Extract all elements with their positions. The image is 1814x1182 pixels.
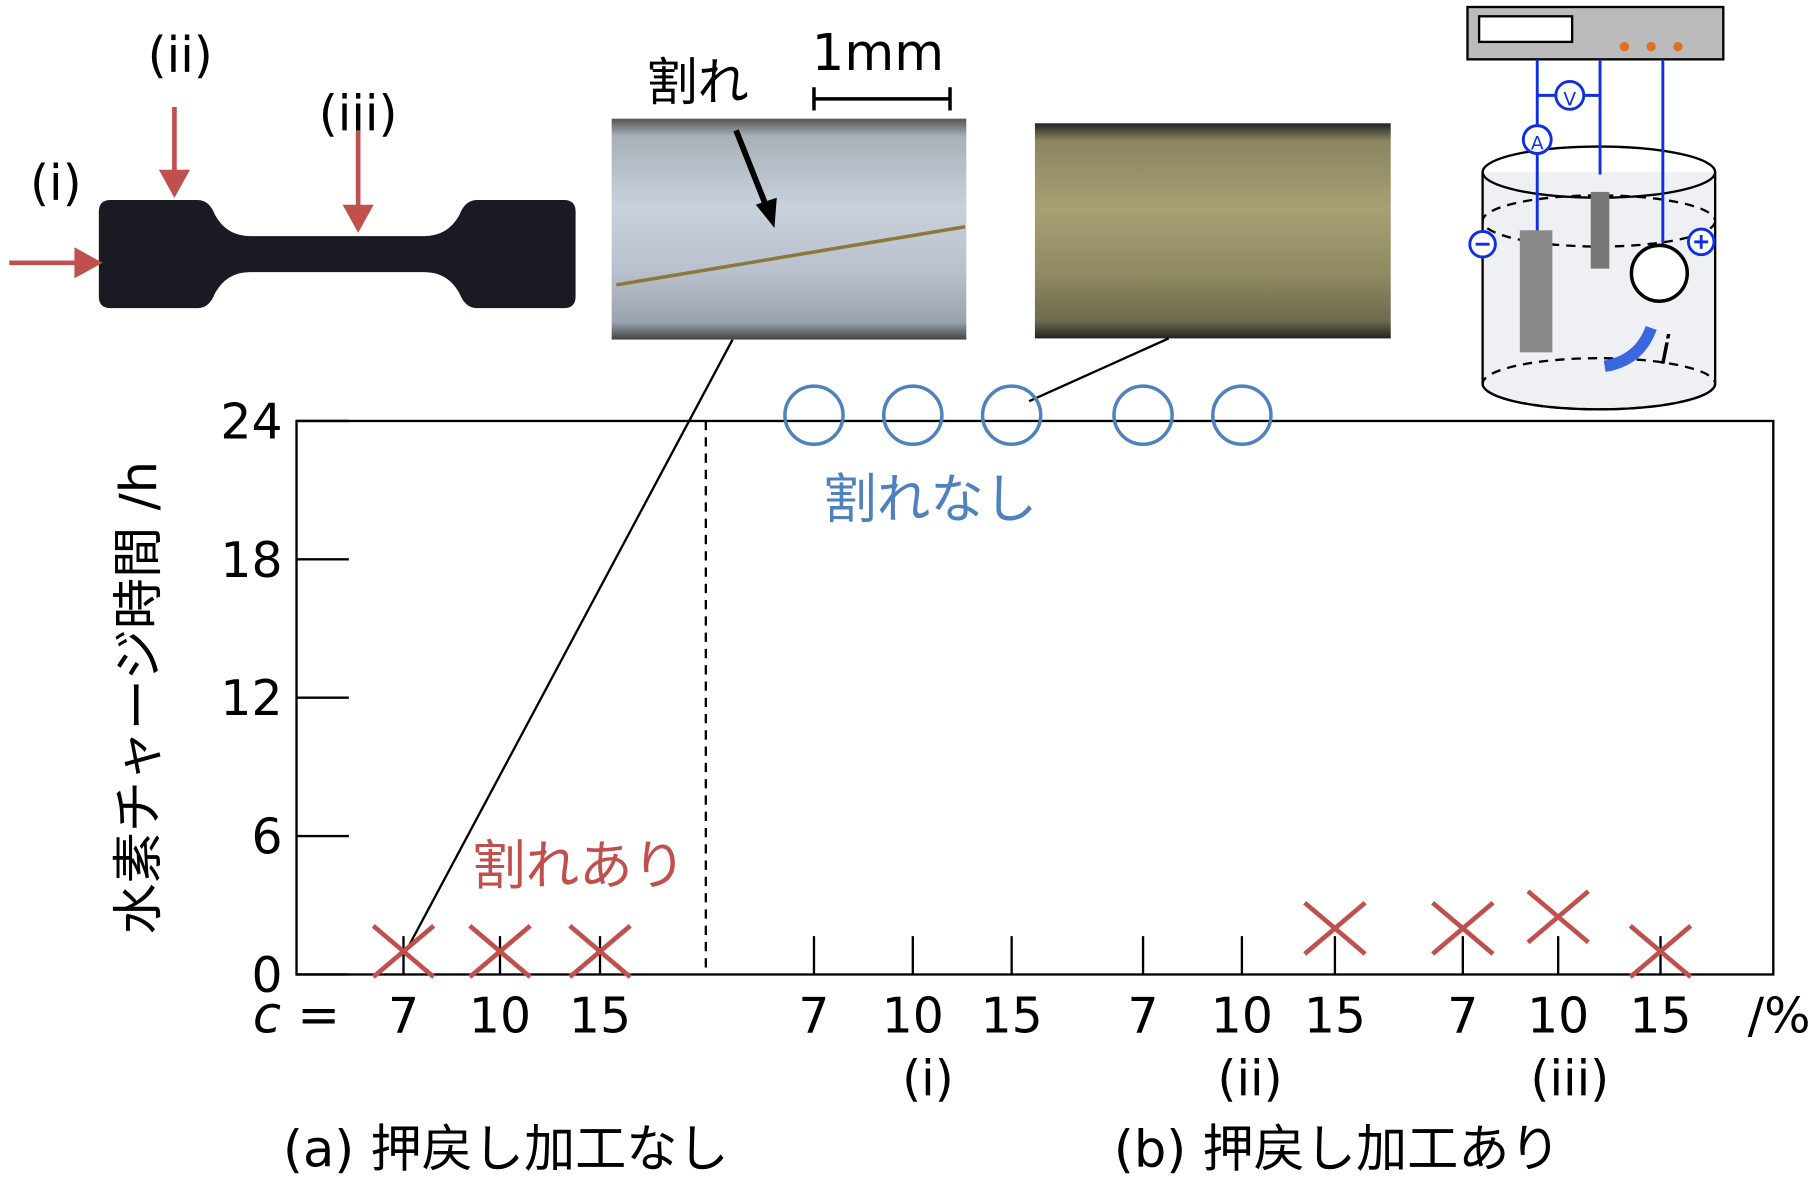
- x-tick-label: 15: [1304, 988, 1366, 1045]
- callout-line: [1029, 338, 1169, 401]
- x-unit: /%: [1748, 988, 1811, 1045]
- x-tick-label: 7: [1447, 988, 1478, 1045]
- apparatus: [1467, 7, 1723, 409]
- x-tick-label: 10: [469, 988, 531, 1045]
- group-label: (a) 押戻し加工なし: [283, 1120, 729, 1178]
- apparatus-label: V: [1563, 90, 1576, 111]
- photo-cracked: [612, 119, 967, 340]
- x-tick-label: 10: [882, 988, 944, 1045]
- y-tick-label: 0: [251, 947, 282, 1004]
- x-tick-label: 15: [1629, 988, 1691, 1045]
- y-tick-label: 12: [220, 670, 282, 727]
- y-tick-label: 6: [251, 809, 282, 866]
- no-crack-marker: [1114, 386, 1172, 444]
- x-tick-label: 15: [569, 988, 631, 1045]
- no-crack-marker: [983, 386, 1041, 444]
- scale-bar: [814, 87, 950, 110]
- crack-label: 割れ: [647, 54, 749, 113]
- subgroup-label: (ii): [1217, 1050, 1282, 1107]
- chart: V A i (i) (ii) (iii) 割れ 1mm 水素チャージ時間 /h …: [0, 0, 1814, 1178]
- specimen-label: (i): [30, 155, 82, 212]
- y-tick-label: 18: [220, 532, 282, 589]
- x-tick-label: 10: [1527, 988, 1589, 1045]
- photo-intact: [1035, 123, 1391, 338]
- x-tick-label: 7: [1128, 988, 1159, 1045]
- subgroup-label: (iii): [1530, 1050, 1609, 1107]
- specimen-label: (ii): [148, 27, 213, 84]
- apparatus-label: i: [1660, 328, 1671, 374]
- no-crack-marker: [884, 386, 942, 444]
- no-crack-marker: [1213, 386, 1271, 444]
- series-label: 割れなし: [823, 467, 1037, 530]
- specimen-label: (iii): [319, 85, 398, 142]
- x-tick-label: 7: [388, 988, 419, 1045]
- y-axis-label: 水素チャージ時間 /h: [110, 461, 169, 935]
- apparatus-label: A: [1531, 134, 1544, 155]
- subgroup-label: (i): [902, 1050, 954, 1107]
- scale-label: 1mm: [812, 24, 944, 83]
- x-tick-label: 7: [798, 988, 829, 1045]
- series-label: 割れあり: [472, 834, 686, 897]
- no-crack-marker: [785, 386, 843, 444]
- x-tick-label: 15: [981, 988, 1043, 1045]
- crack-marker: [1528, 891, 1588, 942]
- specimen: [99, 200, 576, 308]
- group-label: (b) 押戻し加工あり: [1114, 1120, 1561, 1178]
- y-tick-label: 24: [220, 393, 282, 450]
- x-tick-label: 10: [1211, 988, 1273, 1045]
